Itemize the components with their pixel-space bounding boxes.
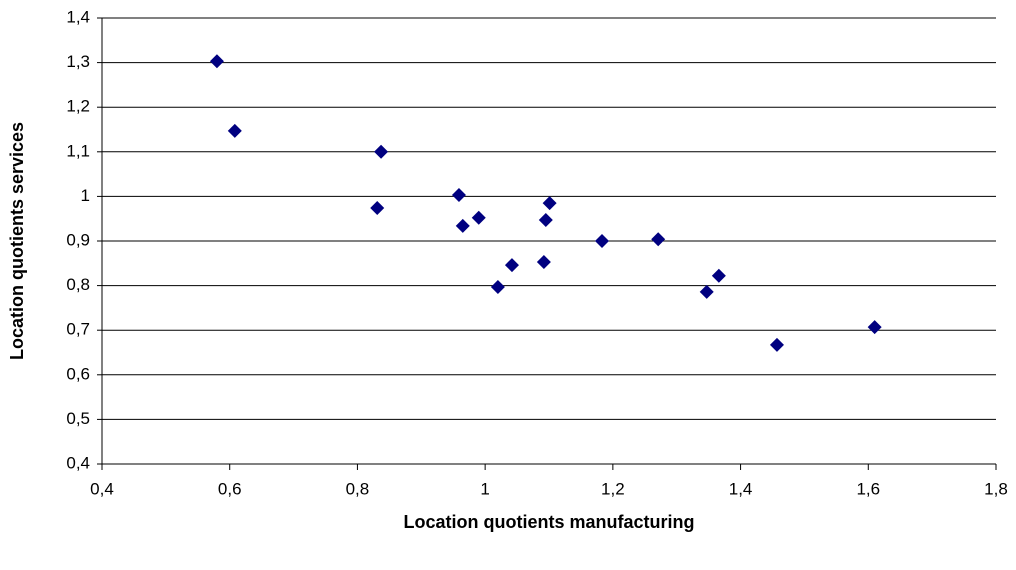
point bbox=[471, 210, 486, 225]
point bbox=[595, 234, 610, 248]
x-tick-label: 1 bbox=[480, 479, 489, 498]
x-tick-label: 1,4 bbox=[729, 479, 753, 498]
x-tick-label: 1,2 bbox=[601, 479, 625, 498]
point bbox=[651, 232, 666, 247]
point bbox=[451, 188, 466, 203]
point bbox=[374, 144, 389, 159]
y-tick-label: 1,4 bbox=[66, 7, 90, 26]
y-tick-label: 0,6 bbox=[66, 364, 90, 383]
y-tick-label: 1 bbox=[81, 186, 90, 205]
y-tick-label: 0,4 bbox=[66, 453, 90, 472]
x-tick-label: 0,8 bbox=[346, 479, 370, 498]
point bbox=[711, 268, 726, 283]
point bbox=[867, 320, 882, 335]
y-tick-label: 1,1 bbox=[66, 141, 90, 160]
x-tick-label: 1,6 bbox=[856, 479, 880, 498]
point bbox=[699, 284, 714, 299]
x-tick-label: 0,4 bbox=[90, 479, 114, 498]
point bbox=[536, 254, 551, 269]
x-axis-title: Location quotients manufacturing bbox=[404, 512, 695, 532]
y-tick-label: 0,9 bbox=[66, 230, 90, 249]
point bbox=[455, 218, 470, 233]
point bbox=[209, 54, 224, 69]
point bbox=[370, 200, 385, 215]
y-tick-label: 0,5 bbox=[66, 409, 90, 428]
point bbox=[769, 337, 784, 352]
y-tick-label: 1,3 bbox=[66, 52, 90, 71]
point bbox=[504, 258, 519, 273]
point bbox=[227, 123, 242, 138]
y-tick-label: 1,2 bbox=[66, 97, 90, 116]
point bbox=[538, 213, 553, 228]
x-tick-label: 1,8 bbox=[984, 479, 1008, 498]
y-tick-label: 0,7 bbox=[66, 320, 90, 339]
point bbox=[490, 279, 505, 294]
point bbox=[542, 196, 557, 211]
y-axis-title: Location quotients services bbox=[7, 122, 27, 360]
y-tick-label: 0,8 bbox=[66, 275, 90, 294]
x-tick-label: 0,6 bbox=[218, 479, 242, 498]
